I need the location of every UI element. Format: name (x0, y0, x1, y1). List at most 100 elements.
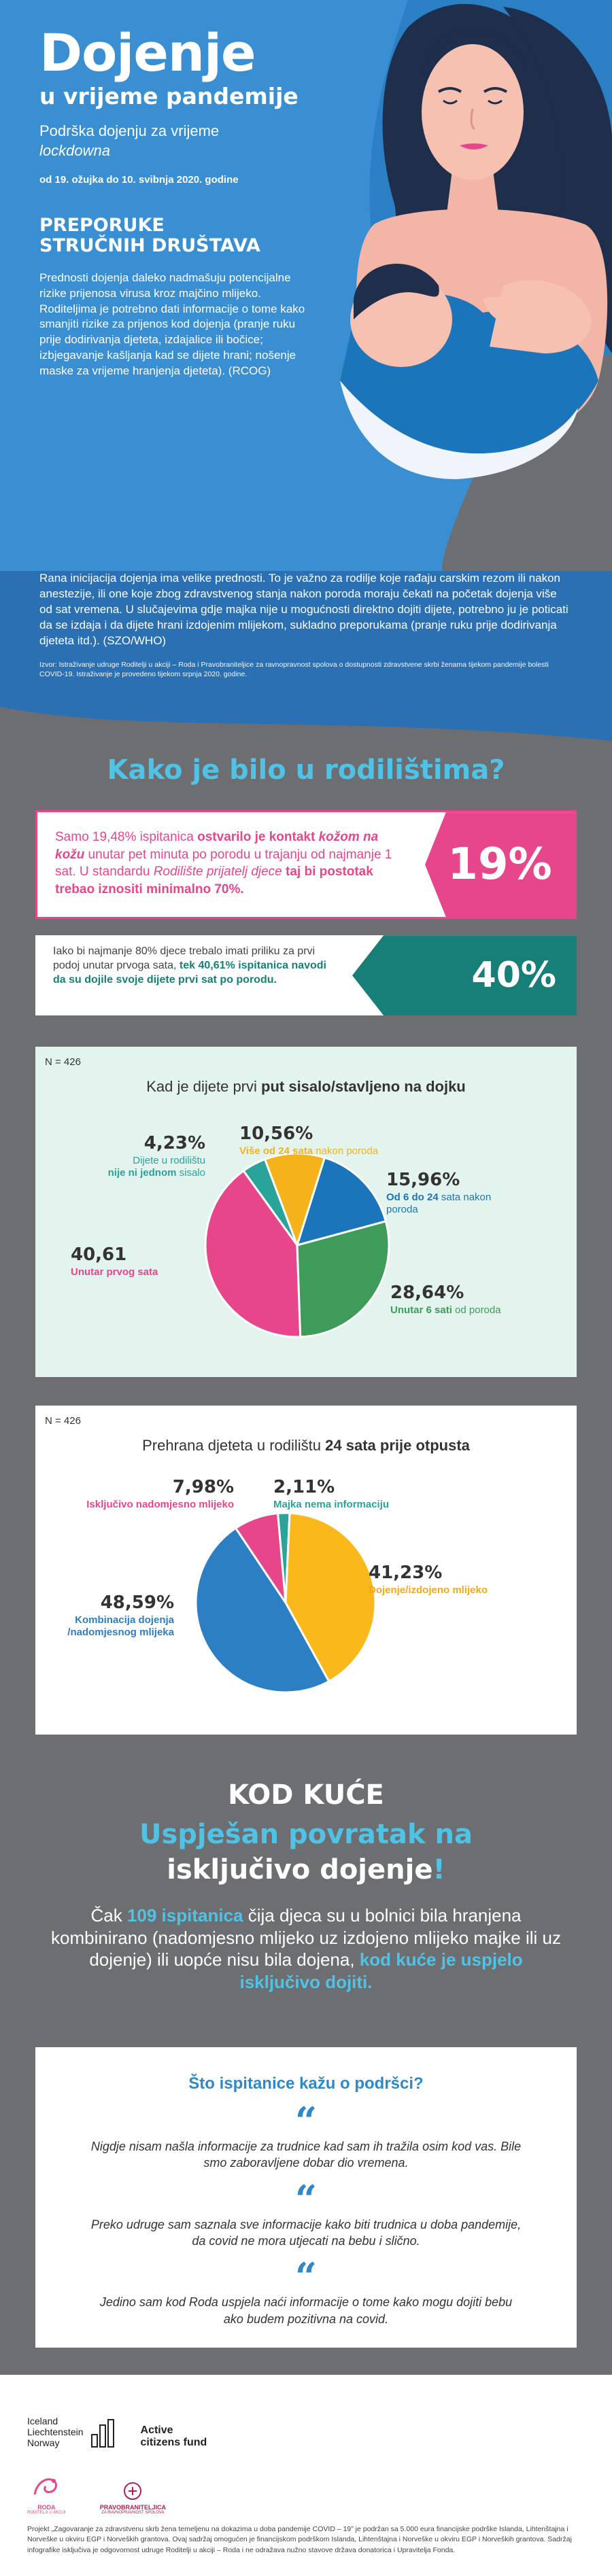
donor-liechtenstein: Liechtenstein (27, 2426, 84, 2437)
pie1-value-6h: 28,64% (390, 1283, 464, 1304)
rcog-recommendation-text: Prednosti dojenja daleko nadmašuju poten… (39, 271, 305, 378)
quote-text: Preko udruge sam saznala sve informacije… (90, 2217, 522, 2248)
skin-to-skin-stat-text: Samo 19,48% ispitanica ostvarilo je kont… (37, 812, 425, 917)
chart2-title: Prehrana djeteta u rodilištu 24 sata pri… (35, 1437, 577, 1455)
page-title: Dojenje (39, 22, 256, 83)
quote-mark-icon: “ (294, 2255, 318, 2300)
donor-countries: Iceland Liechtenstein Norway (27, 2416, 84, 2448)
donor-iceland: Iceland (27, 2415, 58, 2426)
section-wave-divider (0, 707, 612, 748)
home-text-4: kod kuće je uspjelo isključivo dojiti. (239, 1949, 523, 1992)
pie2-label-no-info: 2,11% Majka nema informaciju (273, 1476, 389, 1511)
hero-lower-section: Rana inicijacija dojenja ima velike pred… (0, 571, 612, 708)
pie1-label-6-24h: 15,96% Od 6 do 24 sata nakon poroda (386, 1169, 522, 1217)
recommendations-title-line1: PREPORUKE (39, 215, 165, 237)
active-citizens-fund-logo: Active citizens fund (141, 2424, 207, 2448)
quote-mark-icon: “ (294, 2099, 318, 2144)
recommendations-title: PREPORUKE STRUČNIH DRUŠTAVA (39, 215, 339, 256)
quotes-title: Što ispitanice kažu o podršci? (188, 2074, 424, 2093)
mother-breastfeeding-illustration (340, 3, 612, 479)
pie2-slice-1 (284, 1512, 377, 1683)
feeding-pie-card: N = 426 Prehrana djeteta u rodilištu 24 … (35, 1406, 577, 1735)
pie2-text-formula: Isključivo nadomjesno mlijeko (86, 1498, 234, 1510)
pie2-value-no-info: 2,11% (273, 1477, 335, 1498)
at-home-text: Čak 109 ispitanica čija djeca su u bolni… (48, 1904, 564, 1993)
eea-logo: Iceland Liechtenstein Norway (27, 2416, 120, 2448)
hero-date: od 19. ožujka do 10. svibnja 2020. godin… (39, 174, 239, 186)
pie1-slice-4 (296, 1220, 390, 1338)
page-subtitle: u vrijeme pandemije (39, 83, 299, 109)
roda-logo-sub: RODITELJI U AKCIJI (27, 2511, 66, 2516)
pie1-text-6-24h-b: Od 6 do 24 (386, 1191, 439, 1203)
pie1-value-over-24h: 10,56% (239, 1124, 313, 1145)
stat1-part1: Samo 19,48% ispitanica (55, 830, 198, 845)
roda-stork-icon (33, 2478, 58, 2495)
pie1-label-over-24h: 10,56% Više od 24 sata nakon poroda (239, 1123, 378, 1158)
pie1-text-over-24h-b: Više od 24 sata (239, 1145, 313, 1157)
pie1-label-never: 4,23% Dijete u rodilištu nije ni jednom … (63, 1132, 205, 1180)
stat1-part6: taj bi postotak trebao iznositi minimaln… (55, 865, 373, 897)
quote-text: Nigdje nisam našla informacije za trudni… (90, 2140, 522, 2170)
hero-section: Dojenje u vrijeme pandemije Podrška doje… (0, 0, 612, 571)
pie2-text-combination: Kombinacija dojenja /nadomjesnog mlijeka (67, 1614, 174, 1639)
pie1-label-first-hour: 40,61 Unutar prvog sata (71, 1244, 158, 1278)
donor-norway: Norway (27, 2437, 60, 2449)
pie1-text-never-2: nije ni jednom (107, 1167, 177, 1179)
at-home-subtitle-1: Uspješan povratak na (139, 1819, 473, 1851)
pie1-text-6-24h: sata nakon poroda (386, 1191, 492, 1216)
pie2-value-combination: 48,59% (100, 1592, 174, 1614)
hero-text-block: Dojenje u vrijeme pandemije Podrška doje… (39, 27, 339, 379)
pie2-text-no-info: Majka nema informaciju (273, 1498, 390, 1510)
quote-text: Jedino sam kod Roda uspjela naći informa… (99, 2295, 513, 2326)
first-feed-pie-card: N = 426 Kad je dijete prvi put sisalo/st… (35, 1047, 577, 1378)
first-feed-pie-chart (204, 1152, 390, 1338)
roda-logo: RODA RODITELJI U AKCIJI (27, 2474, 66, 2515)
pie1-value-never: 4,23% (143, 1133, 205, 1154)
ombudsperson-logo: PRAVOBRANITELJICA ZA RAVNOPRAVNOST SPOLO… (100, 2481, 166, 2515)
home-text-3: čija djeca su u bolnici bila hranjena ko… (50, 1905, 561, 1970)
stat1-part3: kožom na kožu (55, 830, 379, 862)
pie2-label-breastfeeding: 41,23% Dojenje/izdojeno mlijeko (369, 1562, 488, 1597)
who-recommendation-text: Rana inicijacija dojenja ima velike pred… (39, 572, 568, 647)
pie1-slice-2 (263, 1152, 326, 1249)
hero-lead-text: Podrška dojenju za vrijeme (39, 122, 220, 139)
pie1-value-first-hour: 40,61 (71, 1245, 127, 1266)
at-home-subtitle-2: isključivo dojenje! (0, 1854, 612, 1885)
pie2-label-combination: 48,59% Kombinacija dojenja /nadomjesnog … (52, 1592, 174, 1639)
chart2-sample-size: N = 426 (45, 1415, 81, 1427)
stat2-part1: Iako bi najmanje 80% djece trebalo imati… (53, 945, 316, 971)
stat1-part5: Rodilište prijatelj djece (153, 865, 282, 880)
source-note: Izvor: Istraživanje udruge Roditelji u a… (39, 660, 549, 679)
pie1-text-6h-b: Unutar 6 sati (390, 1304, 452, 1316)
feeding-pie-chart (194, 1512, 377, 1694)
chart1-sample-size: N = 426 (45, 1056, 81, 1068)
fund-line1: Active (140, 2424, 173, 2436)
pie2-label-formula: 7,98% Isključivo nadomjesno mlijeko (71, 1476, 234, 1511)
quotes-card: Što ispitanice kažu o podršci? “ Nigdje … (35, 2047, 577, 2348)
at-home-section: KOD KUĆE Uspješan povratak na isključivo… (0, 1735, 612, 1993)
at-home-title: KOD KUĆE (228, 1779, 384, 1811)
recommendations-title-line2: STRUČNIH DRUŠTAVA (39, 235, 260, 257)
hero-lead: Podrška dojenju za vrijeme lockdowna (39, 122, 264, 160)
fund-line2: citizens fund (140, 2436, 207, 2448)
chart1-title-bold: put sisalo/stavljeno na dojku (261, 1078, 466, 1096)
at-home-subtitle-2-text: isključivo dojenje (167, 1854, 433, 1886)
at-home-subtitle-exclaim: ! (432, 1854, 445, 1886)
pie1-label-6h: 28,64% Unutar 6 sati od poroda (390, 1282, 501, 1317)
ombudsperson-logo-text: PRAVOBRANITELJICA (99, 2504, 167, 2511)
home-text-2: 109 ispitanica (126, 1905, 243, 1926)
stat1-part4: unutar pet minuta po porodu u trajanju o… (55, 847, 392, 880)
stat2-part2: tek 40,61% ispitanica navodi da su dojil… (53, 959, 326, 986)
ombudsperson-logo-sub: ZA RAVNOPRAVNOST SPOLOVA (101, 2511, 165, 2516)
roda-logo-text: RODA (37, 2504, 56, 2511)
pie2-value-breastfeeding: 41,23% (369, 1563, 443, 1584)
first-feed-stat-text: Iako bi najmanje 80% djece trebalo imati… (35, 935, 352, 1015)
maternity-heading: Kako je bilo u rodilištima? (107, 754, 505, 786)
skin-to-skin-percent: 19% (425, 812, 575, 918)
partner-logos: RODA RODITELJI U AKCIJI PRAVOBRANITELJIC… (27, 2474, 585, 2515)
pie2-slice-3 (234, 1512, 287, 1603)
chart2-title-plain: Prehrana djeteta u rodilištu (142, 1437, 326, 1455)
chart2-title-bold: 24 sata prije otpusta (325, 1437, 470, 1455)
pie2-text-breastfeeding: Dojenje/izdojeno mlijeko (369, 1584, 488, 1596)
